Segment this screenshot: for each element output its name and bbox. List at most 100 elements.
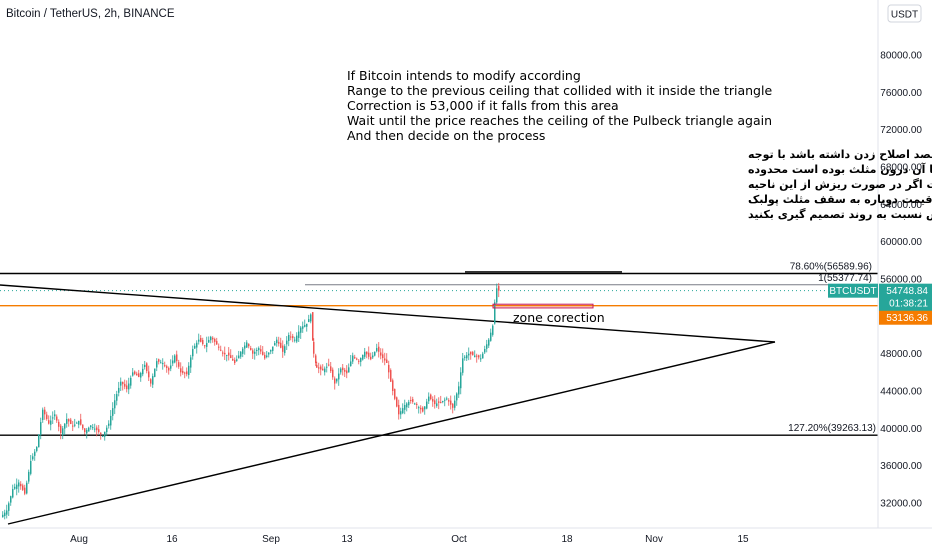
candle — [330, 361, 332, 374]
candle — [244, 342, 246, 355]
candle — [322, 364, 324, 371]
candle-body — [450, 400, 452, 405]
candle-body — [100, 432, 102, 434]
candle — [380, 348, 382, 360]
candle — [302, 321, 304, 333]
candle-body — [376, 348, 378, 352]
candle-body — [166, 366, 168, 368]
candle-body — [290, 336, 292, 338]
fib-label: 1(55377.74) — [818, 273, 872, 284]
candle — [18, 479, 20, 493]
candle — [42, 407, 44, 423]
candle — [272, 346, 274, 354]
candle-body — [312, 312, 314, 341]
candle-body — [154, 368, 156, 377]
candle-body — [206, 343, 208, 347]
candle-body — [156, 361, 158, 368]
candle-body — [32, 456, 34, 460]
candle-body — [218, 346, 220, 348]
candle-body — [56, 416, 58, 421]
candle-body — [62, 428, 64, 436]
candle — [146, 362, 148, 374]
candle — [2, 511, 4, 518]
candle-body — [410, 400, 412, 402]
candle-body — [404, 405, 406, 410]
candle-body — [200, 337, 202, 342]
candle — [214, 337, 216, 346]
candle-body — [340, 368, 342, 373]
candle-body — [68, 419, 70, 422]
candle-body — [284, 346, 286, 354]
candle — [26, 480, 28, 495]
candle-body — [362, 354, 364, 360]
candle — [190, 354, 192, 373]
candle-body — [128, 383, 130, 390]
candle — [234, 357, 236, 365]
candle — [102, 435, 104, 438]
candle-body — [2, 514, 4, 518]
candle-body — [158, 359, 160, 362]
x-tick-label: Oct — [451, 534, 467, 545]
candle — [32, 453, 34, 461]
candle-body — [462, 358, 464, 373]
candle-body — [198, 339, 200, 342]
price-axis[interactable]: 32000.00 36000.00 40000.00 44000.00 48000.00… — [877, 0, 932, 550]
candle — [182, 366, 184, 375]
candle-body — [196, 342, 198, 348]
candle — [470, 351, 472, 360]
candle — [258, 346, 260, 356]
candle-body — [174, 355, 176, 363]
candle — [230, 349, 232, 359]
candle — [110, 410, 112, 430]
candle — [222, 350, 224, 357]
candle-body — [140, 372, 142, 378]
candle — [28, 469, 30, 484]
candle — [226, 354, 228, 362]
correction-zone: zone corection — [492, 303, 605, 325]
candle-body — [244, 345, 246, 349]
candle-body — [116, 394, 118, 401]
candle-body — [48, 420, 50, 424]
candle-body — [274, 343, 276, 346]
candle-body — [456, 393, 458, 401]
candle — [494, 299, 496, 325]
candle-body — [480, 358, 482, 360]
candle-body — [466, 355, 468, 359]
candle-body — [188, 365, 190, 375]
candle — [376, 343, 378, 353]
candle-body — [442, 400, 444, 402]
candle-body — [324, 368, 326, 373]
candle — [24, 484, 26, 496]
candle-body — [184, 372, 186, 374]
candle — [378, 342, 380, 358]
candle-body — [42, 409, 44, 420]
time-axis[interactable]: Aug 16 Sep 13 Oct 18 Nov 15 — [0, 527, 932, 545]
candle-body — [172, 360, 174, 364]
candle — [466, 352, 468, 361]
candle — [446, 396, 448, 401]
candle-body — [18, 482, 20, 487]
candle — [116, 390, 118, 406]
currency-button[interactable]: USDT — [887, 4, 922, 23]
candle-body — [252, 350, 254, 354]
candle — [410, 396, 412, 404]
candle-body — [318, 367, 320, 369]
candle — [438, 397, 440, 410]
fib-label: 127.20%(39263.13) — [788, 423, 876, 434]
candle-body — [282, 345, 284, 352]
candle-body — [436, 403, 438, 406]
candle-body — [268, 352, 270, 355]
candle — [428, 392, 430, 405]
candle — [306, 323, 308, 332]
candle-body — [76, 422, 78, 424]
candle — [264, 352, 266, 360]
candle — [72, 420, 74, 432]
candle-body — [364, 351, 366, 357]
candle — [10, 495, 12, 506]
y-tick-label: 68000.00 — [880, 163, 922, 174]
candle-body — [168, 368, 170, 371]
candle-body — [446, 398, 448, 400]
candle — [452, 402, 454, 414]
candle — [462, 352, 464, 376]
